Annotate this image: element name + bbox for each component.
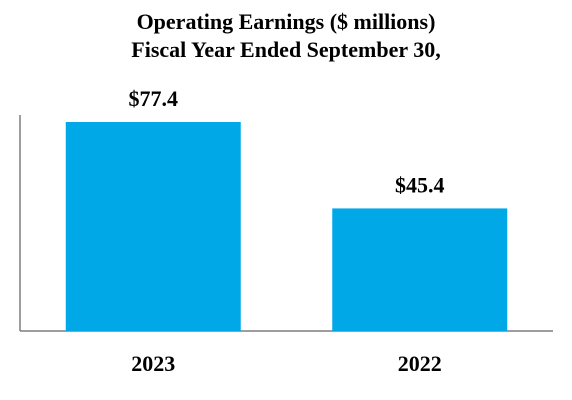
data-label-2022: $45.4 (395, 172, 445, 197)
bar-2023 (65, 122, 241, 332)
x-tick-label-2023: 2023 (131, 351, 175, 376)
chart-subtitle: Fiscal Year Ended September 30, (131, 37, 441, 62)
bar-2022 (332, 208, 508, 331)
bars-layer (65, 122, 508, 332)
labels-layer: $77.4 2023 $45.4 2022 (129, 86, 445, 376)
chart-title: Operating Earnings ($ millions) (136, 9, 436, 34)
data-label-2023: $77.4 (129, 86, 179, 111)
chart-title-block: Operating Earnings ($ millions) Fiscal Y… (0, 8, 572, 64)
x-tick-label-2022: 2022 (398, 351, 442, 376)
